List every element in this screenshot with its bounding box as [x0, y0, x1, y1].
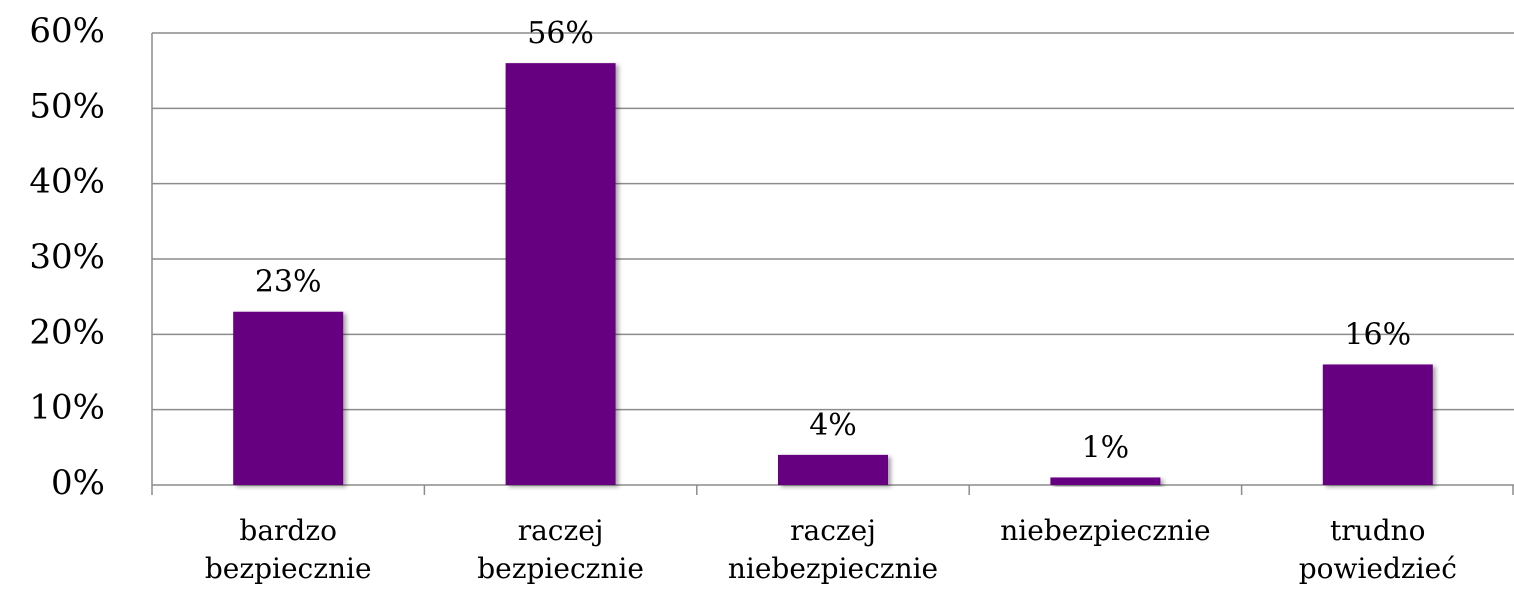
bar: [1322, 364, 1433, 485]
data-label: 16%: [1344, 317, 1411, 352]
data-label: 56%: [527, 16, 594, 51]
bar: [1050, 477, 1161, 485]
x-tick-label: raczej niebezpiecznie: [727, 514, 939, 585]
y-tick-label: 60%: [29, 11, 105, 51]
y-tick-label: 30%: [29, 237, 105, 277]
y-tick-label: 20%: [29, 312, 105, 352]
data-label: 23%: [255, 265, 322, 300]
y-tick-label: 50%: [29, 86, 105, 126]
x-tick-label: bardzo bezpiecznie: [204, 514, 372, 585]
bar: [778, 454, 888, 485]
x-tick-label: niebezpiecznie: [1000, 514, 1211, 547]
y-tick-label: 10%: [29, 388, 105, 428]
bar: [233, 311, 344, 485]
x-tick-label: raczej bezpiecznie: [477, 514, 644, 585]
data-label: 1%: [1082, 430, 1130, 465]
y-tick-label: 0%: [51, 463, 105, 503]
bar: [505, 63, 616, 486]
x-tick-label: trudno powiedzieć: [1298, 514, 1457, 585]
y-tick-label: 40%: [29, 162, 105, 202]
data-label: 4%: [809, 408, 857, 443]
